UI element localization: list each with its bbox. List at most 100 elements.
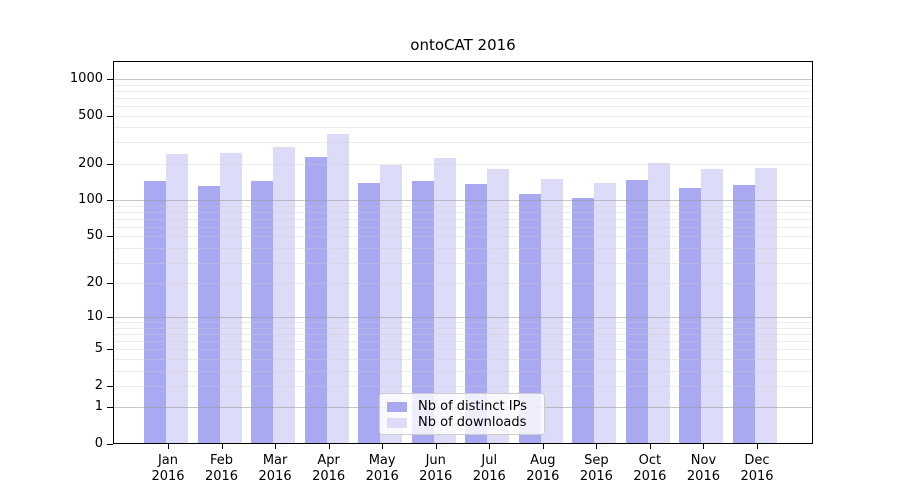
- bar-jun-series1: [433, 157, 456, 444]
- x-tick-label: Jul 2016: [457, 453, 521, 485]
- legend-swatch-distinct-ips: [387, 401, 407, 412]
- x-tick-month: Sep: [584, 453, 609, 468]
- x-tick-label: Mar 2016: [243, 453, 307, 485]
- x-tick-year: 2016: [312, 469, 346, 484]
- y-tick: [107, 78, 113, 80]
- x-tick-month: Apr: [317, 453, 340, 468]
- y-tick-label: 50: [86, 228, 103, 244]
- bar-dec-series0: [733, 185, 755, 444]
- bar-sep-series0: [572, 197, 595, 444]
- x-tick-month: May: [368, 453, 396, 468]
- x-tick-month: Jun: [425, 453, 446, 468]
- y-tick-label: 100: [78, 192, 103, 208]
- bar-dec-series1: [755, 168, 777, 444]
- x-tick-month: Jan: [157, 453, 179, 468]
- chart-title: ontoCAT 2016: [410, 36, 516, 54]
- y-tick: [107, 317, 113, 319]
- x-tick-label: Jan 2016: [136, 453, 200, 485]
- y-tick: [107, 200, 113, 202]
- x-tick-year: 2016: [365, 469, 399, 484]
- x-tick: [328, 444, 330, 449]
- x-tick-year: 2016: [526, 469, 560, 484]
- bar-jan-series0: [144, 180, 166, 444]
- gridline-minor: [113, 105, 813, 107]
- y-tick-label: 5: [94, 341, 103, 357]
- bar-jul-series0: [465, 184, 488, 444]
- y-tick: [107, 283, 113, 285]
- bar-feb-series1: [219, 153, 242, 444]
- x-tick-year: 2016: [472, 469, 506, 484]
- x-tick-year: 2016: [740, 469, 774, 484]
- y-tick-label: 500: [78, 107, 103, 123]
- gridline-minor: [113, 97, 813, 99]
- bar-mar-series1: [273, 147, 296, 444]
- x-tick: [489, 444, 491, 449]
- x-tick-month: Aug: [530, 453, 556, 468]
- y-tick: [107, 385, 113, 387]
- x-tick-label: Aug 2016: [511, 453, 575, 485]
- x-tick-month: Feb: [210, 453, 234, 468]
- y-tick-label: 10: [86, 309, 103, 325]
- x-tick: [703, 444, 705, 449]
- y-tick: [107, 407, 113, 409]
- bar-aug-series1: [540, 178, 563, 444]
- bar-oct-series0: [625, 179, 648, 444]
- x-tick-month: Mar: [262, 453, 288, 468]
- x-tick-label: Sep 2016: [564, 453, 628, 485]
- bar-oct-series1: [647, 163, 670, 444]
- y-tick: [107, 349, 113, 351]
- bar-jun-series0: [411, 181, 434, 444]
- x-tick-label: Nov 2016: [671, 453, 735, 485]
- gridline-minor: [113, 127, 813, 129]
- y-tick-label: 2: [94, 377, 103, 393]
- legend-label-downloads: Nb of downloads: [418, 415, 527, 430]
- bar-jul-series1: [487, 168, 510, 444]
- y-tick: [107, 444, 113, 445]
- x-tick: [596, 444, 598, 449]
- bar-nov-series0: [679, 187, 702, 444]
- y-tick-label: 1: [94, 399, 103, 415]
- y-tick-label: 20: [86, 275, 103, 291]
- x-tick: [649, 444, 651, 449]
- x-tick-label: Oct 2016: [618, 453, 682, 485]
- legend-label-distinct-ips: Nb of distinct IPs: [418, 399, 527, 414]
- y-tick: [107, 163, 113, 165]
- bar-jan-series1: [166, 154, 188, 444]
- x-tick-month: Dec: [744, 453, 770, 468]
- x-tick-label: Feb 2016: [190, 453, 254, 485]
- bar-apr-series1: [326, 134, 349, 444]
- gridline-minor: [113, 142, 813, 144]
- x-tick-label: May 2016: [350, 453, 414, 485]
- x-tick-year: 2016: [633, 469, 667, 484]
- x-tick: [382, 444, 384, 449]
- y-tick-label: 1000: [69, 70, 103, 86]
- bar-mar-series0: [251, 180, 274, 444]
- x-tick-label: Apr 2016: [297, 453, 361, 485]
- x-tick-month: Oct: [638, 453, 662, 468]
- gridline-major: [113, 78, 813, 80]
- bar-sep-series1: [594, 182, 617, 444]
- y-tick: [107, 236, 113, 238]
- x-tick: [221, 444, 223, 449]
- gridline-minor: [113, 84, 813, 86]
- y-tick: [107, 115, 113, 117]
- bar-may-series0: [358, 182, 381, 444]
- legend: Nb of distinct IPs Nb of downloads: [379, 393, 545, 435]
- x-tick: [757, 444, 758, 449]
- x-tick-year: 2016: [258, 469, 292, 484]
- legend-item-downloads: Nb of downloads: [387, 415, 536, 430]
- x-tick-year: 2016: [204, 469, 239, 484]
- y-tick-label: 200: [78, 155, 103, 171]
- gridline-minor: [113, 90, 813, 92]
- x-tick-label: Dec 2016: [725, 453, 789, 485]
- bar-may-series1: [380, 165, 403, 444]
- plot-area: 0 1 2 5 10 20 50 100 200 500 1000 Jan 2016 Feb 2016 Mar…: [70, 61, 813, 484]
- bar-nov-series1: [701, 169, 724, 444]
- bar-aug-series0: [518, 193, 541, 444]
- x-tick: [168, 444, 169, 449]
- x-tick: [275, 444, 277, 449]
- x-tick-label: Jun 2016: [404, 453, 468, 485]
- x-tick-year: 2016: [686, 469, 720, 484]
- x-tick: [435, 444, 437, 449]
